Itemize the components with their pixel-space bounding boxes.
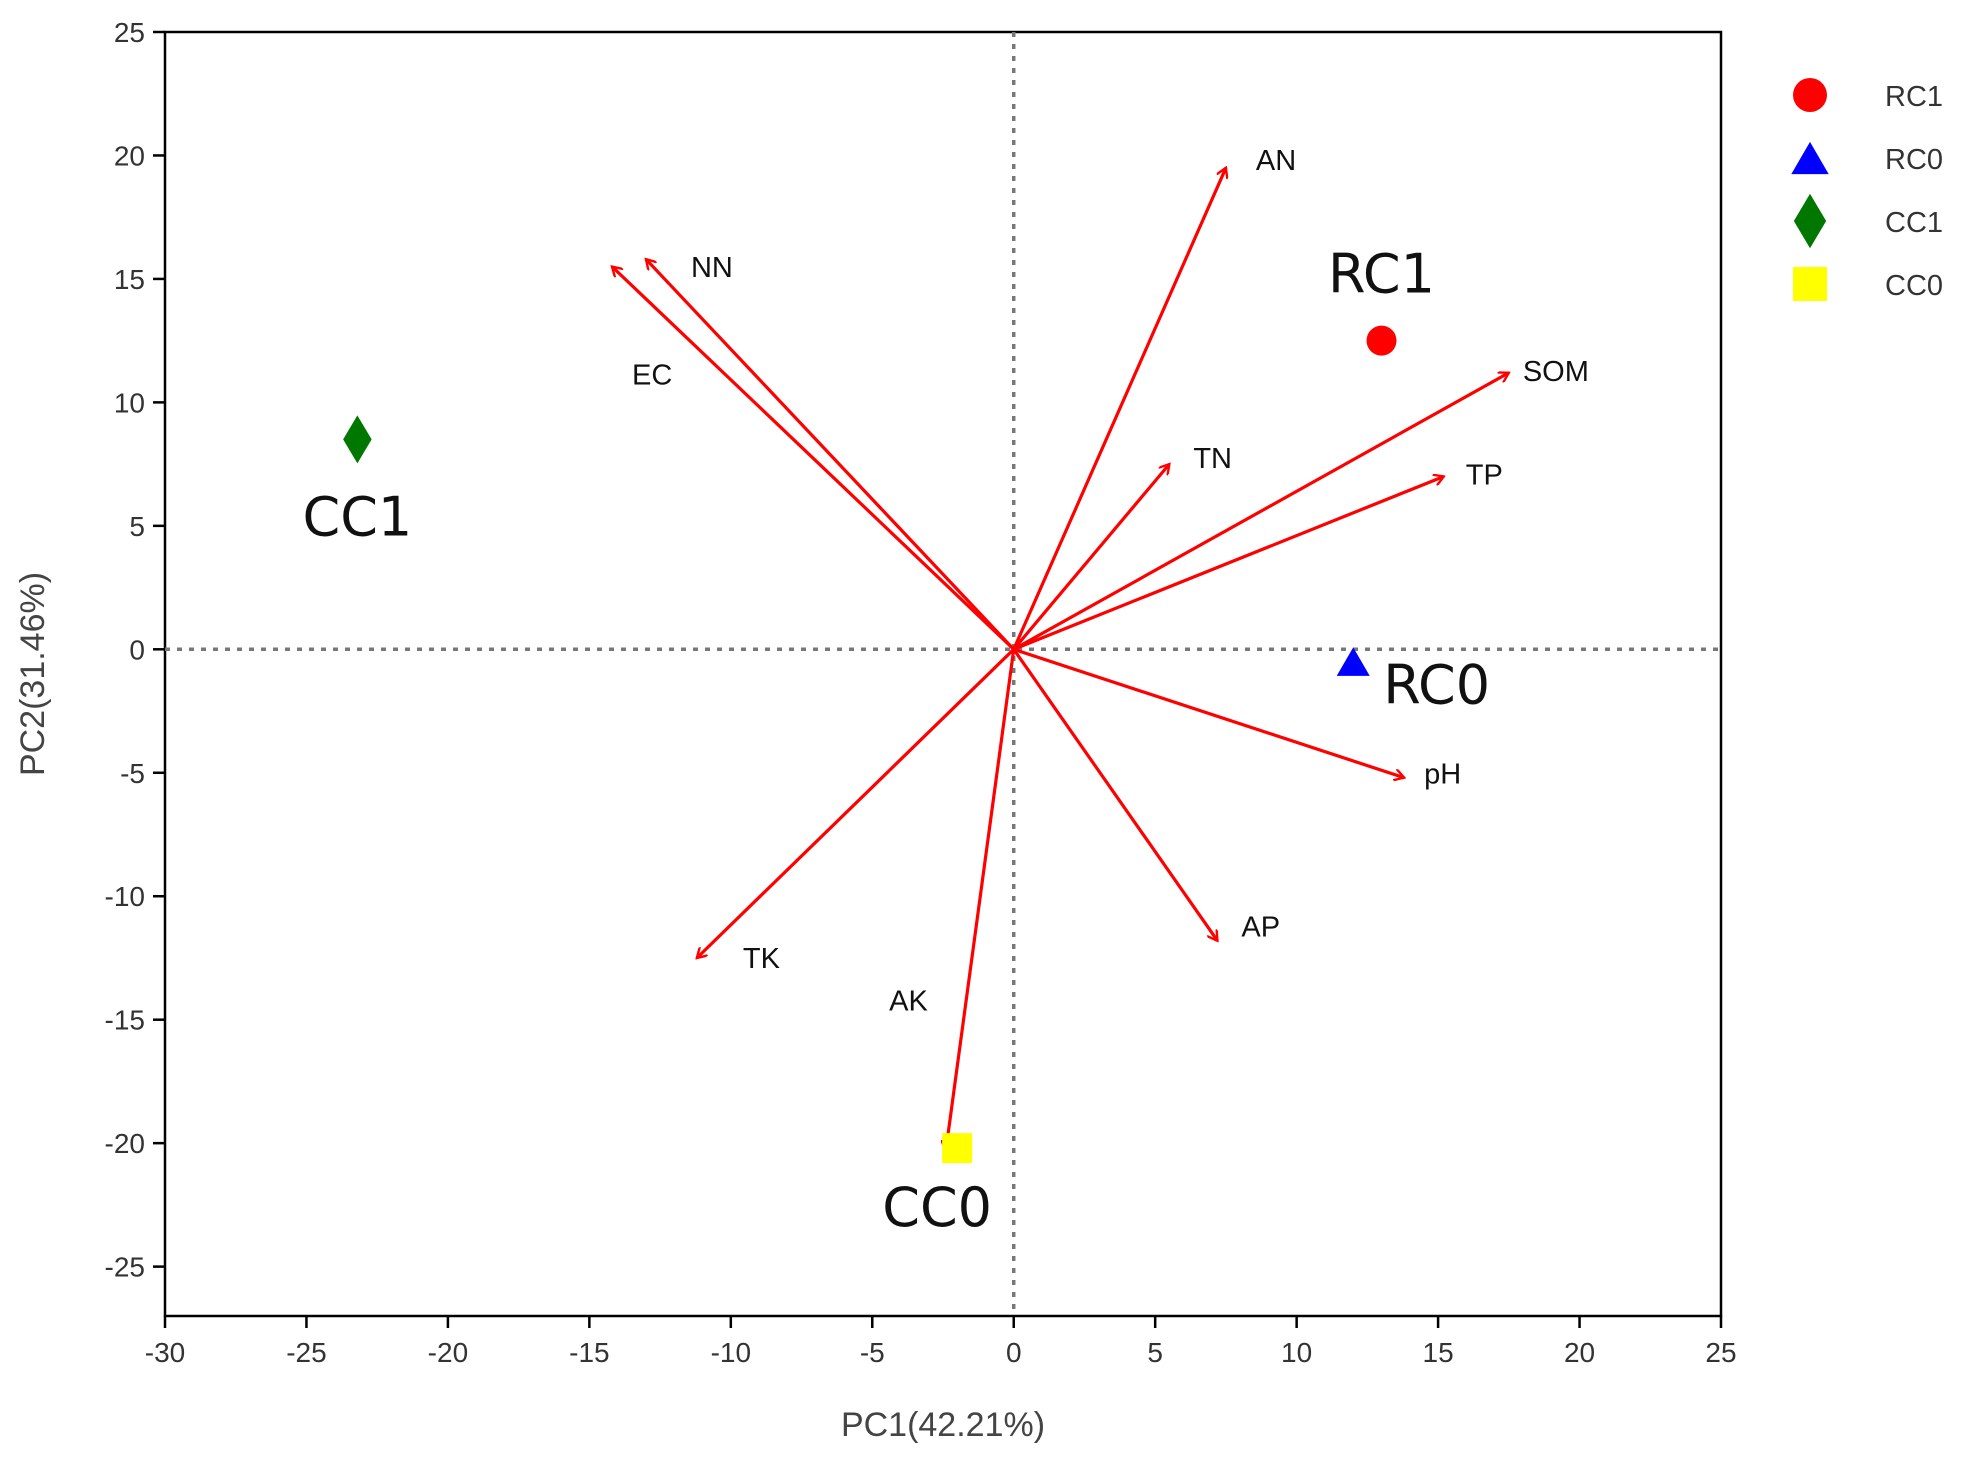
x-tick-label: 10 (1281, 1337, 1312, 1368)
loading-arrow-ec (612, 267, 1015, 651)
loading-arrow-som (1012, 373, 1509, 651)
legend-label-rc0: RC0 (1885, 144, 1943, 176)
y-axis: -25 -20 -15 -10 -5 0 5 10 15 20 25 (105, 17, 165, 1283)
loading-arrow-tn (1012, 464, 1170, 651)
loading-label-tn: TN (1193, 443, 1232, 475)
loading-arrow-tk (697, 648, 1015, 958)
y-tick-label: -10 (105, 881, 145, 912)
sample-label-cc0: CC0 (882, 1176, 992, 1239)
y-tick-label: -25 (105, 1252, 145, 1283)
loading-label-tp: TP (1466, 459, 1503, 491)
legend-marker-cc0 (1793, 267, 1827, 301)
legend-label-rc1: RC1 (1885, 81, 1943, 113)
x-tick-label: 25 (1705, 1337, 1736, 1368)
loading-label-nn: NN (691, 252, 733, 284)
loading-label-ap: AP (1241, 912, 1280, 944)
loading-arrow-tp (1013, 476, 1444, 651)
plot-frame (163, 30, 1723, 1318)
x-tick-label: -30 (145, 1337, 185, 1368)
y-tick-label: -5 (120, 758, 145, 789)
y-tick-label: -15 (105, 1005, 145, 1036)
loading-arrow-nn (646, 259, 1015, 651)
loading-label-ph: pH (1424, 759, 1461, 791)
legend-label-cc0: CC0 (1885, 270, 1943, 302)
loading-label-an: AN (1256, 145, 1296, 177)
x-tick-label: -15 (569, 1337, 609, 1368)
x-tick-label: 15 (1423, 1337, 1454, 1368)
loading-arrow-an (1012, 168, 1226, 650)
x-tick-label: 20 (1564, 1337, 1595, 1368)
legend: RC1 RC0 CC1 CC0 (1791, 78, 1943, 302)
y-axis-title: PC2(31.46%) (14, 572, 52, 776)
sample-point-rc0 (1336, 647, 1370, 676)
loading-arrows: AN NN EC SOM TN TP pH AP TK AK (612, 145, 1589, 1151)
loading-arrow-ph (1013, 647, 1404, 777)
y-tick-label: 20 (114, 140, 145, 171)
y-tick-label: 5 (129, 511, 145, 542)
legend-label-cc1: CC1 (1885, 207, 1943, 239)
sample-label-rc0: RC0 (1383, 654, 1490, 717)
loading-arrow-ap (1012, 648, 1218, 940)
y-tick-label: 25 (114, 17, 145, 48)
sample-label-cc1: CC1 (302, 485, 412, 548)
loading-label-ec: EC (632, 360, 672, 392)
x-axis: -30 -25 -20 -15 -10 -5 0 5 10 15 20 25 (145, 1316, 1737, 1368)
loading-arrow-ak (946, 649, 1016, 1150)
sample-label-rc1: RC1 (1328, 243, 1435, 306)
y-tick-label: 0 (129, 634, 145, 665)
y-tick-label: 15 (114, 264, 145, 295)
x-tick-label: -5 (860, 1337, 885, 1368)
loading-label-tk: TK (743, 943, 781, 975)
sample-point-cc0 (942, 1133, 973, 1164)
x-tick-label: 0 (1006, 1337, 1022, 1368)
legend-marker-rc0 (1791, 141, 1829, 175)
sample-point-cc1 (343, 415, 372, 464)
x-tick-label: 5 (1147, 1337, 1163, 1368)
y-tick-label: -20 (105, 1128, 145, 1159)
legend-marker-rc1 (1793, 78, 1827, 112)
legend-marker-cc1 (1793, 193, 1827, 249)
x-tick-label: -25 (286, 1337, 326, 1368)
loading-label-ak: AK (889, 986, 928, 1018)
loading-label-som: SOM (1523, 356, 1589, 388)
sample-points: RC1 RC0 CC1 CC0 (302, 243, 1490, 1239)
reference-lines (165, 32, 1721, 1316)
y-tick-label: 10 (114, 387, 145, 418)
x-axis-title: PC1(42.21%) (841, 1406, 1045, 1444)
x-tick-label: -10 (711, 1337, 751, 1368)
x-tick-label: -20 (428, 1337, 468, 1368)
sample-point-rc1 (1366, 325, 1397, 356)
